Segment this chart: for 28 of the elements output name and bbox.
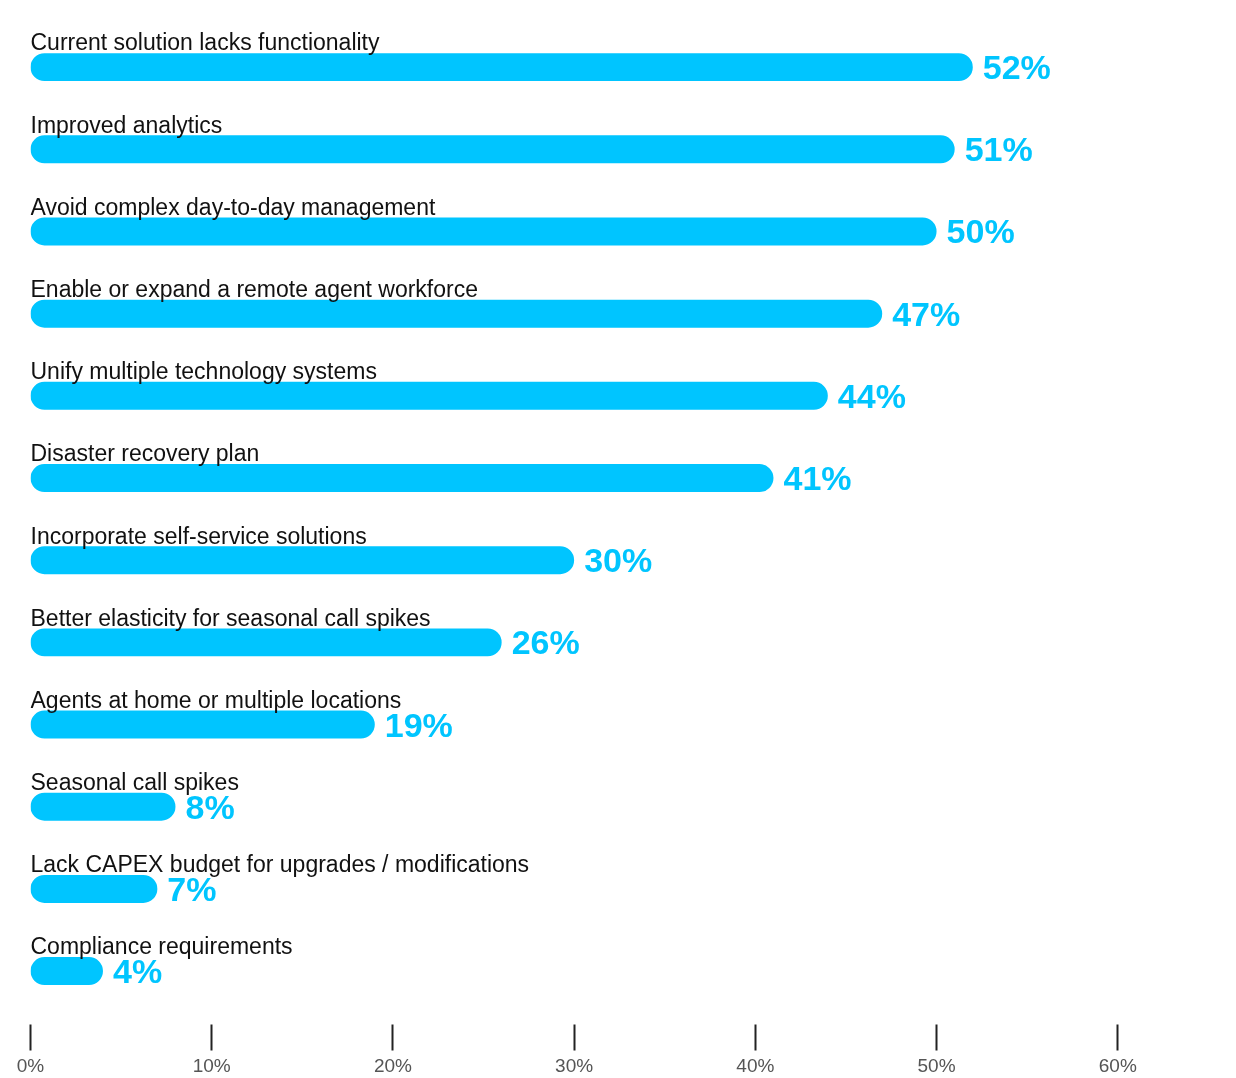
- y-tick-label: Unify multiple technology systems: [30, 358, 377, 385]
- data-label: 47%: [892, 294, 961, 333]
- y-tick-label: Incorporate self-service solutions: [30, 522, 367, 549]
- data-label: 50%: [946, 212, 1015, 251]
- y-tick-label: Better elasticity for seasonal call spikes: [30, 604, 431, 631]
- x-tick-label: 30%: [555, 1054, 594, 1076]
- bar: [30, 874, 158, 903]
- data-label: 51%: [964, 130, 1033, 169]
- y-tick-label: Disaster recovery plan: [30, 440, 260, 467]
- y-tick-label: Current solution lacks functionality: [30, 29, 380, 56]
- bar: [30, 53, 973, 82]
- x-tick-label: 50%: [917, 1054, 956, 1076]
- x-tick-label: 10%: [192, 1054, 231, 1076]
- y-tick-label: Compliance requirements: [30, 933, 293, 960]
- x-tick-label: 40%: [736, 1054, 775, 1076]
- y-tick-label: Avoid complex day-to-day management: [30, 193, 436, 220]
- x-tick-label: 20%: [373, 1054, 413, 1076]
- data-label: 44%: [837, 376, 906, 415]
- data-label: 26%: [511, 623, 580, 662]
- data-label: 41%: [783, 459, 852, 498]
- data-label: 30%: [584, 541, 653, 580]
- bar: [30, 792, 176, 821]
- bar: [30, 464, 774, 492]
- y-tick-label: Enable or expand a remote agent workforce: [30, 276, 478, 303]
- x-tick-label: 0%: [16, 1054, 45, 1076]
- x-tick-label: 60%: [1098, 1054, 1137, 1076]
- data-label: 52%: [982, 48, 1051, 87]
- y-tick-label: Improved analytics: [30, 111, 223, 138]
